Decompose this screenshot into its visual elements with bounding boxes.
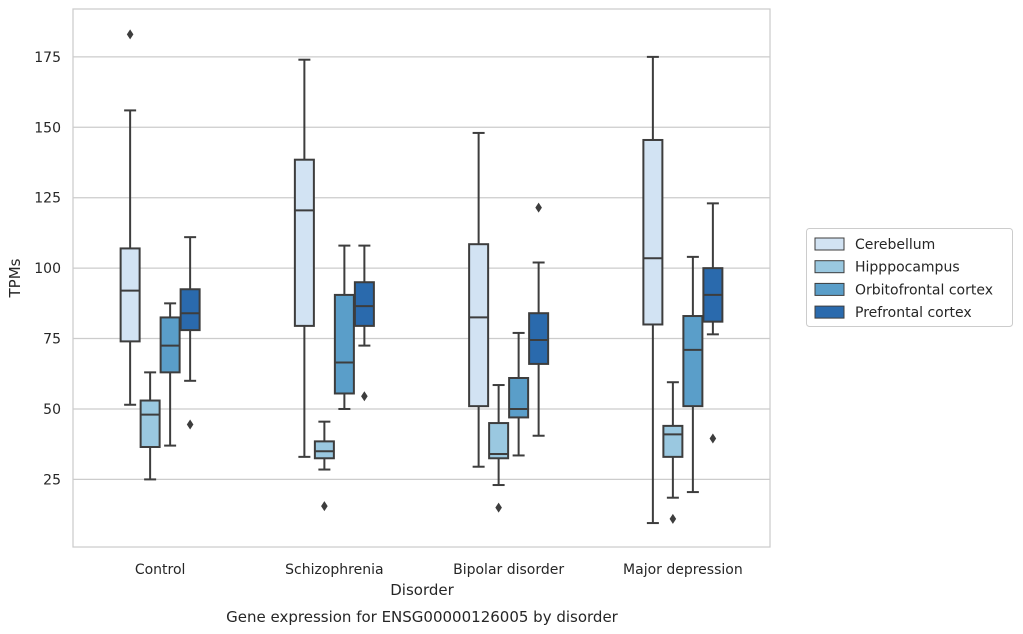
box-0-2 [468, 131, 490, 468]
outlier-point [321, 501, 328, 512]
box-0-0 [119, 29, 141, 406]
y-tick-label: 150 [34, 120, 61, 136]
box-body [682, 315, 704, 408]
y-tick-label: 175 [34, 50, 61, 66]
box-body [468, 243, 490, 408]
legend-swatch [814, 305, 845, 319]
outlier-point [709, 433, 717, 444]
y-tick-label: 25 [43, 472, 61, 488]
y-tick-label: 75 [43, 332, 61, 348]
box-3-0 [179, 236, 201, 430]
box-body [333, 293, 355, 395]
legend-label: Cerebellum [855, 237, 935, 253]
box-3-1 [353, 244, 375, 402]
box-0-3 [642, 55, 664, 525]
box-2-2 [508, 331, 530, 457]
y-tick-labels: 25 50 75 100 125 150 175 [34, 50, 61, 489]
box-body [119, 247, 141, 343]
box-body [313, 440, 335, 460]
legend-swatch [814, 260, 845, 274]
box-body [293, 158, 315, 327]
box-body [508, 376, 530, 419]
box-body [353, 281, 375, 327]
plot-frame [72, 8, 771, 548]
box-body [139, 399, 161, 449]
outlier-point [535, 202, 542, 213]
y-tick-label: 100 [34, 261, 61, 277]
outlier-point [669, 513, 677, 524]
legend-swatch [814, 237, 845, 251]
y-tick-label: 125 [34, 191, 61, 207]
outlier-point [495, 502, 502, 513]
chart-title: Gene expression for ENSG00000126005 by d… [226, 608, 619, 626]
box-0-1 [293, 58, 315, 458]
box-1-1 [313, 420, 335, 512]
legend-label: Orbitofrontal cortex [855, 282, 993, 298]
legend-label: Hipppocampus [855, 260, 960, 276]
x-tick-label: Bipolar disorder [453, 562, 564, 578]
box-body [662, 424, 684, 458]
x-tick-labels: Control Schizophrenia Bipolar disorder Majo… [135, 562, 743, 578]
legend-swatch [814, 282, 845, 296]
x-tick-label: Schizophrenia [285, 562, 383, 578]
outlier-point [126, 29, 134, 40]
box-2-0 [159, 302, 181, 447]
y-axis-label: TPMs [6, 258, 24, 298]
box-groups [119, 29, 724, 525]
x-tick-label: Control [135, 562, 186, 578]
gridlines [73, 56, 770, 481]
y-tick-label: 50 [43, 402, 61, 418]
box-1-2 [488, 384, 510, 513]
outlier-point [186, 419, 194, 430]
box-2-3 [682, 255, 704, 494]
legend-label: Prefrontal cortex [855, 305, 972, 321]
box-body [642, 138, 664, 326]
outlier-point [361, 391, 368, 402]
box-1-3 [662, 381, 684, 524]
box-body [488, 422, 510, 460]
legend-frame [806, 228, 1013, 327]
box-body [528, 312, 550, 365]
box-2-1 [333, 244, 355, 410]
box-3-2 [528, 202, 550, 437]
box-body [179, 288, 201, 332]
x-axis-label: Disorder [390, 581, 454, 599]
box-3-3 [702, 202, 724, 444]
box-1-0 [139, 371, 161, 481]
legend: Cerebellum Hipppocampus Orbitofrontal cort… [806, 228, 1013, 327]
x-tick-label: Major depression [623, 562, 743, 578]
